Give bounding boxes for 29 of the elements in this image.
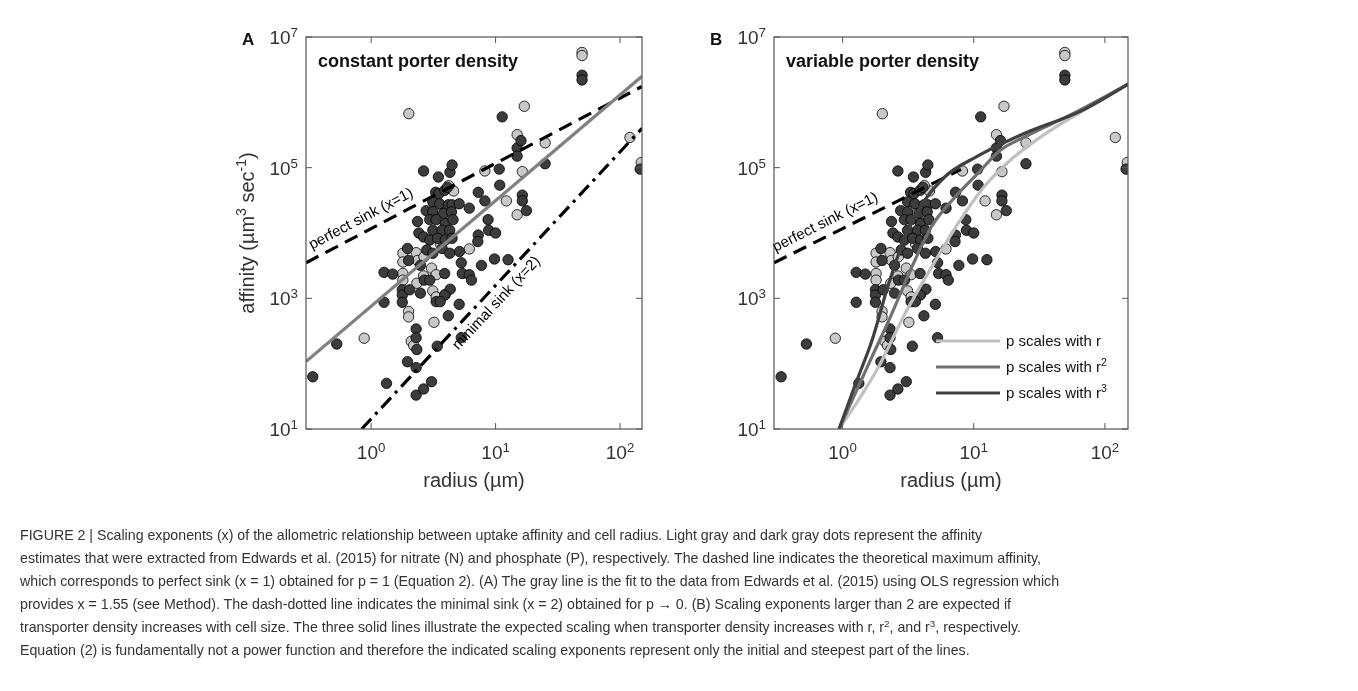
x-tick-label: 10$^{1}$ bbox=[959, 439, 989, 463]
x-tick-label: 10$^{0}$ bbox=[356, 439, 386, 463]
y-tick-label: 10$^{5}$ bbox=[269, 155, 298, 179]
y-tick-label: 10$^{1}$ bbox=[737, 416, 766, 440]
x-tick-label: 10$^{0}$ bbox=[828, 439, 857, 463]
legend-label: p scales with r$^{3}$ bbox=[1006, 382, 1108, 401]
text: variable porter density bbox=[786, 51, 980, 71]
y-tick-label: 10$^{3}$ bbox=[269, 285, 298, 310]
text: transporter density increases with cell size. The three solid lines illustrate the expected scaling when transporter density increases with r, r$^{2}$, and r$^{3}$, respectively. bbox=[20, 617, 1021, 635]
y-tick-label: 10$^{7}$ bbox=[737, 24, 766, 48]
y-tick-label: 10$^{1}$ bbox=[269, 416, 298, 440]
x-tick-label: 10$^{1}$ bbox=[481, 439, 510, 463]
text: which corresponds to perfect sink (x = 1) obtained for p = 1 (Equation 2). (A) The gray line is the fit to the data from Edwards et al. (2015) using OLS regression which bbox=[19, 573, 1060, 589]
x-axis-title: radius (µm) bbox=[423, 469, 525, 491]
x-tick-label: 10$^{2}$ bbox=[1090, 439, 1120, 463]
x-tick-label: 10$^{2}$ bbox=[605, 439, 635, 463]
caption: FIGURE 2 | Scaling exponents (x) of the allometric relationship between uptake affinity and cell radius. Light gray and dark gray dots represent the affinity bbox=[20, 527, 984, 543]
legend-label: p scales with r$^{2}$ bbox=[1006, 356, 1108, 375]
x-axis-title: radius (µm) bbox=[900, 469, 1002, 491]
y-tick-label: 10$^{3}$ bbox=[737, 285, 766, 310]
legend-label: p scales with r bbox=[1006, 332, 1102, 349]
text: B bbox=[710, 30, 723, 49]
y-tick-label: 10$^{5}$ bbox=[737, 155, 766, 179]
text: constant porter density bbox=[318, 51, 519, 71]
text: A bbox=[242, 30, 255, 49]
text: estimates that were extracted from Edwards et al. (2015) for nitrate (N) and phosphate (P), respectively. The dashed line indicates the theoretical maximum affinity, bbox=[20, 550, 1041, 566]
text: provides x = 1.55 (see Method). The dash-dotted line indicates the minimal sink (x = 2) obtained for p → 0. (B) Scaling exponents larger than 2 are expected if bbox=[20, 596, 1012, 612]
text: Equation (2) is fundamentally not a power function and therefore the indicated scaling exponents represent only the initial and steepest part of the lines. bbox=[20, 642, 970, 658]
y-tick-label: 10$^{7}$ bbox=[269, 24, 298, 48]
